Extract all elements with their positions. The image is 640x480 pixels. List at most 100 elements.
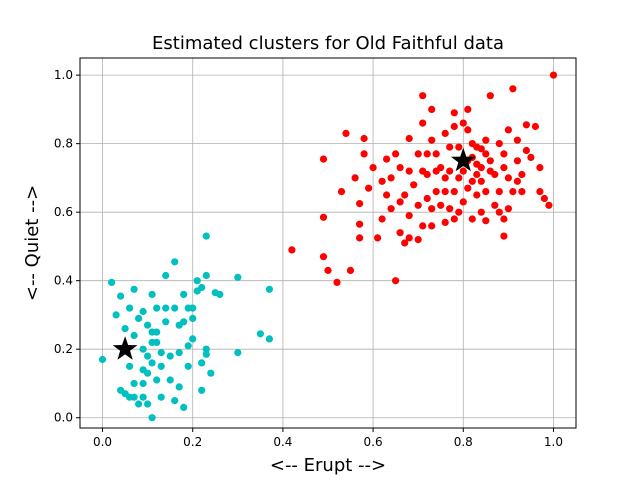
- data-point-cluster-2: [423, 194, 431, 203]
- data-point-cluster-2: [536, 188, 544, 196]
- data-point-cluster-1: [135, 314, 143, 322]
- data-point-cluster-2: [423, 170, 431, 179]
- data-point-cluster-2: [504, 126, 512, 134]
- data-point-cluster-2: [450, 188, 458, 196]
- data-point-cluster-2: [288, 246, 296, 254]
- data-point-cluster-2: [432, 188, 440, 196]
- data-point-cluster-2: [414, 150, 422, 158]
- data-point-cluster-2: [383, 191, 391, 199]
- data-point-cluster-1: [171, 258, 179, 266]
- data-point-cluster-1: [139, 307, 147, 316]
- data-point-cluster-2: [383, 155, 391, 163]
- data-point-cluster-1: [180, 290, 188, 298]
- data-point-cluster-2: [356, 220, 364, 228]
- data-point-cluster-2: [504, 174, 512, 182]
- data-point-cluster-2: [455, 208, 463, 216]
- y-tick-label: 0.2: [54, 342, 73, 356]
- data-point-cluster-2: [495, 208, 503, 216]
- data-point-cluster-2: [396, 229, 404, 237]
- data-point-cluster-1: [193, 277, 201, 285]
- data-point-cluster-1: [166, 352, 174, 360]
- data-point-cluster-2: [356, 234, 364, 242]
- data-point-cluster-1: [171, 397, 179, 405]
- data-point-cluster-1: [126, 362, 134, 370]
- data-point-cluster-1: [130, 393, 138, 401]
- data-point-cluster-2: [522, 146, 531, 155]
- data-point-cluster-1: [189, 335, 197, 343]
- data-point-cluster-2: [486, 92, 494, 100]
- data-point-cluster-1: [202, 232, 210, 240]
- x-axis-ticks: 0.0 0.2 0.4 0.6 0.8 1.0: [93, 428, 563, 449]
- data-point-cluster-2: [405, 167, 413, 175]
- data-point-cluster-1: [121, 325, 129, 333]
- data-point-cluster-2: [522, 121, 531, 129]
- x-tick-label: 0.6: [364, 435, 383, 449]
- data-point-cluster-1: [139, 379, 147, 388]
- data-point-cluster-2: [450, 215, 458, 223]
- data-point-cluster-2: [459, 119, 467, 127]
- data-point-cluster-1: [198, 359, 206, 367]
- data-point-cluster-1: [130, 331, 138, 340]
- plot-frame: [79, 57, 577, 429]
- data-point-cluster-2: [428, 136, 436, 144]
- data-point-cluster-2: [459, 198, 467, 206]
- data-point-cluster-1: [153, 328, 161, 336]
- data-point-cluster-2: [545, 201, 553, 209]
- data-point-cluster-2: [360, 150, 368, 158]
- data-point-cluster-2: [500, 232, 508, 240]
- data-point-cluster-1: [256, 330, 264, 338]
- x-axis-label: <-- Erupt -->: [270, 455, 386, 476]
- data-point-cluster-2: [482, 136, 490, 144]
- data-point-cluster-1: [144, 400, 152, 408]
- data-point-cluster-2: [468, 215, 476, 223]
- data-point-cluster-2: [369, 164, 377, 172]
- data-point-cluster-2: [473, 191, 481, 199]
- data-point-cluster-2: [495, 140, 503, 148]
- x-tick-label: 0.4: [273, 435, 292, 449]
- data-point-cluster-2: [491, 201, 499, 209]
- data-point-cluster-1: [198, 386, 206, 394]
- y-tick-label: 1.0: [54, 68, 73, 82]
- y-tick-label: 0.0: [54, 411, 73, 425]
- data-point-cluster-2: [333, 278, 341, 286]
- centroid-star: [450, 147, 476, 172]
- data-point-cluster-1: [189, 304, 197, 312]
- data-point-cluster-1: [207, 369, 215, 377]
- data-point-cluster-2: [513, 177, 522, 185]
- data-point-cluster-1: [117, 292, 125, 300]
- centroid-markers: [112, 147, 476, 360]
- data-point-cluster-2: [486, 157, 494, 165]
- data-point-cluster-1: [148, 359, 156, 367]
- data-point-cluster-2: [342, 129, 350, 137]
- data-point-cluster-2: [428, 205, 436, 213]
- data-point-cluster-2: [346, 266, 355, 274]
- data-point-cluster-2: [477, 177, 485, 185]
- x-tick-label: 0.8: [454, 435, 473, 449]
- data-point-cluster-2: [450, 122, 458, 131]
- data-point-cluster-2: [513, 157, 522, 165]
- data-point-cluster-2: [500, 215, 508, 223]
- data-point-cluster-2: [464, 184, 472, 192]
- data-point-cluster-2: [446, 143, 454, 151]
- data-point-cluster-1: [166, 376, 174, 384]
- data-point-cluster-2: [473, 170, 481, 179]
- data-point-cluster-1: [153, 376, 161, 384]
- y-axis-label: <-- Quiet -->: [22, 185, 43, 301]
- data-point-cluster-2: [428, 105, 436, 113]
- y-axis-ticks: 0.0 0.2 0.4 0.6 0.8 1.0: [54, 68, 80, 425]
- data-point-cluster-1: [184, 342, 192, 350]
- data-point-cluster-2: [455, 174, 463, 182]
- data-point-cluster-2: [423, 150, 431, 158]
- data-point-cluster-1: [130, 285, 138, 293]
- data-point-cluster-1: [112, 311, 120, 319]
- data-point-cluster-2: [419, 119, 427, 127]
- data-point-cluster-2: [459, 167, 467, 175]
- data-point-cluster-2: [396, 198, 404, 206]
- data-point-cluster-1: [144, 352, 152, 360]
- data-point-cluster-2: [414, 236, 422, 244]
- data-point-cluster-2: [477, 164, 485, 172]
- data-point-cluster-2: [351, 174, 359, 182]
- data-point-cluster-2: [446, 205, 454, 213]
- data-point-cluster-1: [157, 393, 165, 401]
